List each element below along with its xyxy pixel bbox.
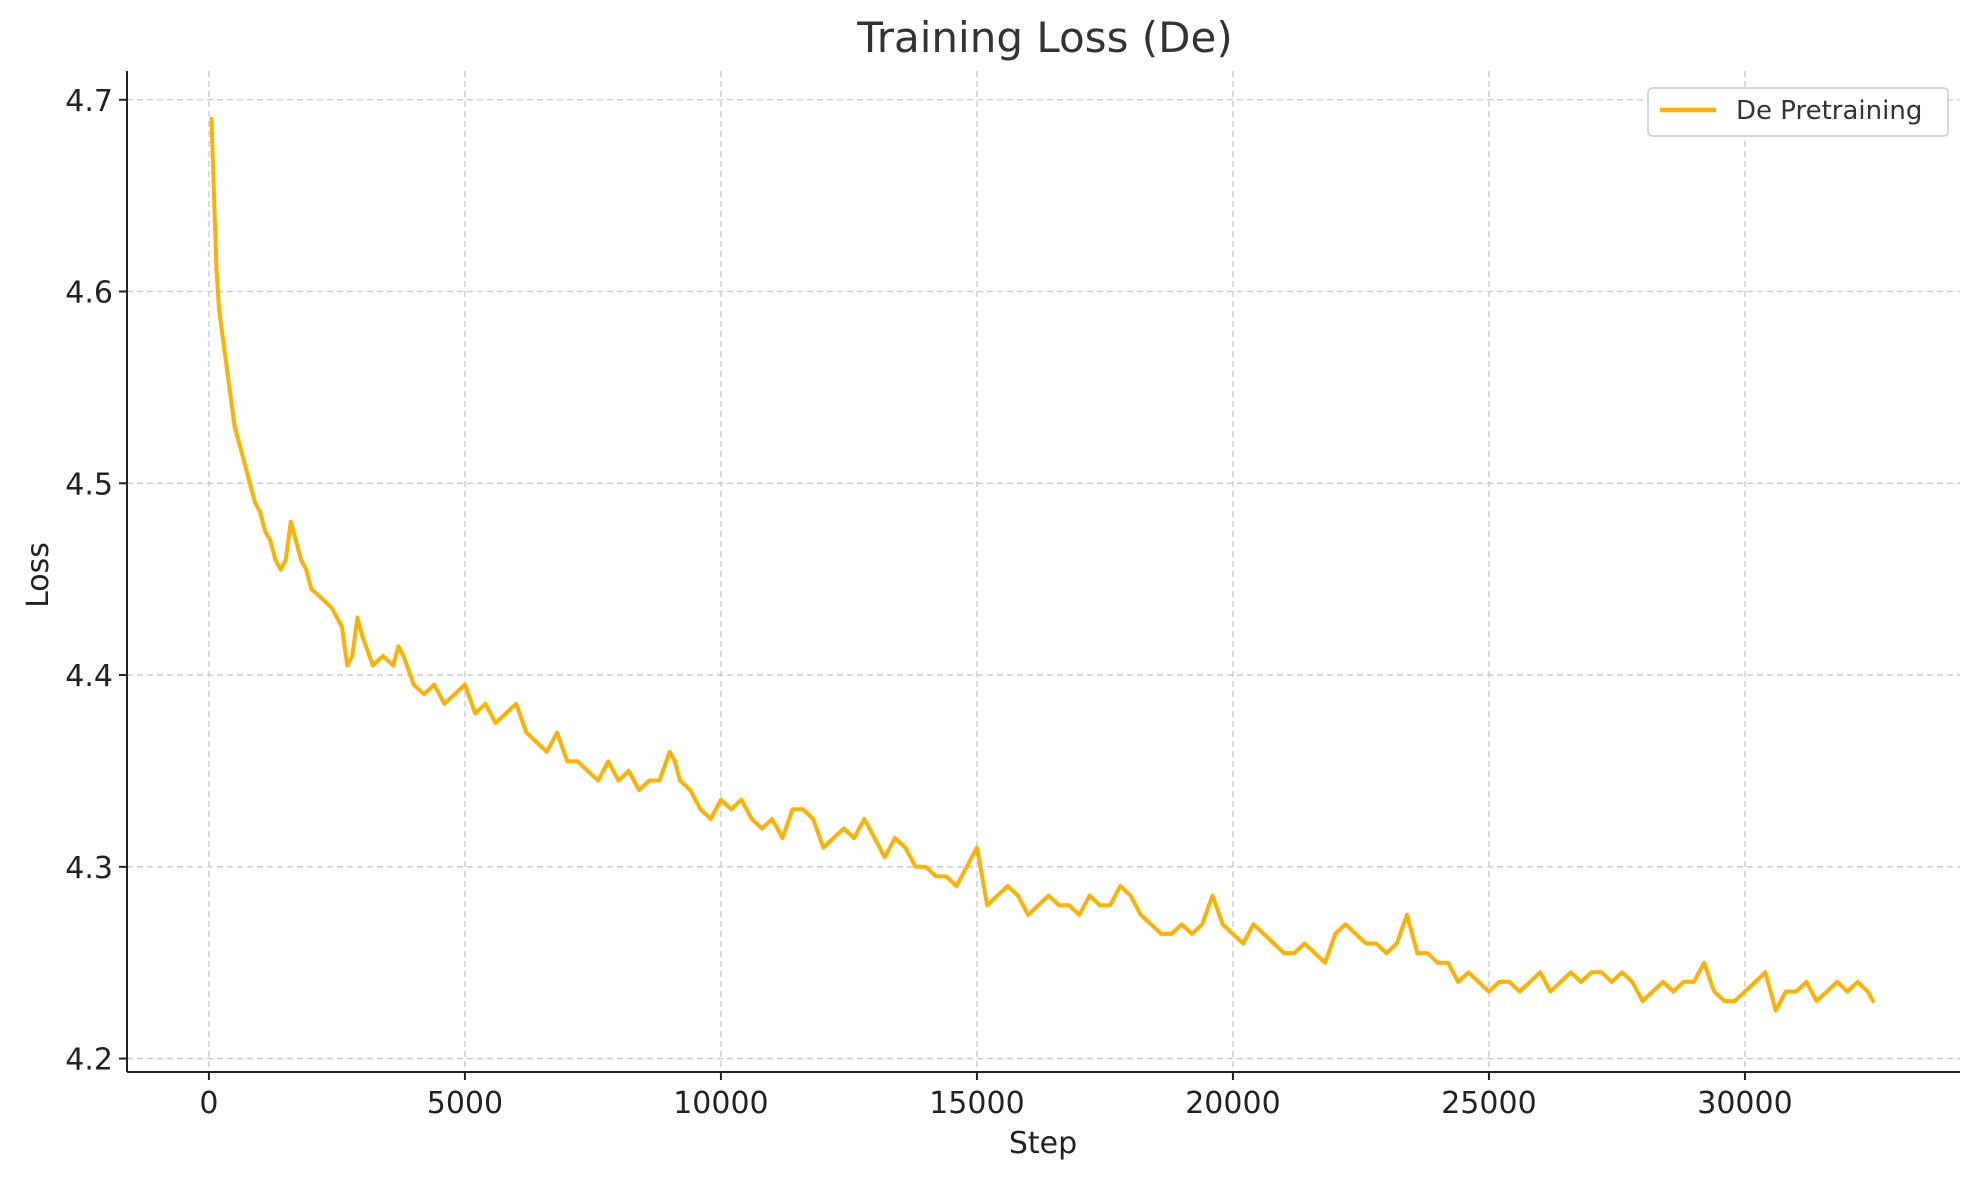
legend-label-de-pretraining: De Pretraining: [1736, 96, 1922, 126]
y-tick-label-4.2: 4.2: [65, 1043, 113, 1078]
x-tick-label-25000: 25000: [1441, 1086, 1536, 1121]
y-tick-label-4.3: 4.3: [65, 851, 113, 886]
y-tick-label-4.7: 4.7: [65, 84, 113, 119]
y-tick-label-4.5: 4.5: [65, 467, 113, 502]
x-tick-label-0: 0: [199, 1086, 218, 1121]
tick-labels: 0 5000 10000 15000 20000 25000 30000 4.2 4.3 4.4 4…: [65, 84, 1792, 1121]
series-layer: [209, 116, 1875, 1013]
y-axis-title: Loss: [21, 542, 56, 608]
y-tick-label-4.6: 4.6: [65, 276, 113, 311]
x-tick-label-15000: 15000: [929, 1086, 1024, 1121]
axes: [119, 71, 1960, 1080]
x-tick-label-10000: 10000: [673, 1086, 768, 1121]
legend-box: [1647, 87, 1949, 137]
x-tick-label-20000: 20000: [1185, 1086, 1280, 1121]
y-tick-label-4.4: 4.4: [65, 659, 113, 694]
series-line-0: [209, 116, 1875, 1013]
grid: [127, 71, 1960, 1072]
x-axis-title: Step: [1009, 1126, 1077, 1161]
x-tick-label-5000: 5000: [427, 1086, 503, 1121]
x-tick-label-30000: 30000: [1697, 1086, 1792, 1121]
legend: De Pretraining: [1647, 87, 1949, 137]
chart-title: Training Loss (De): [856, 13, 1233, 62]
